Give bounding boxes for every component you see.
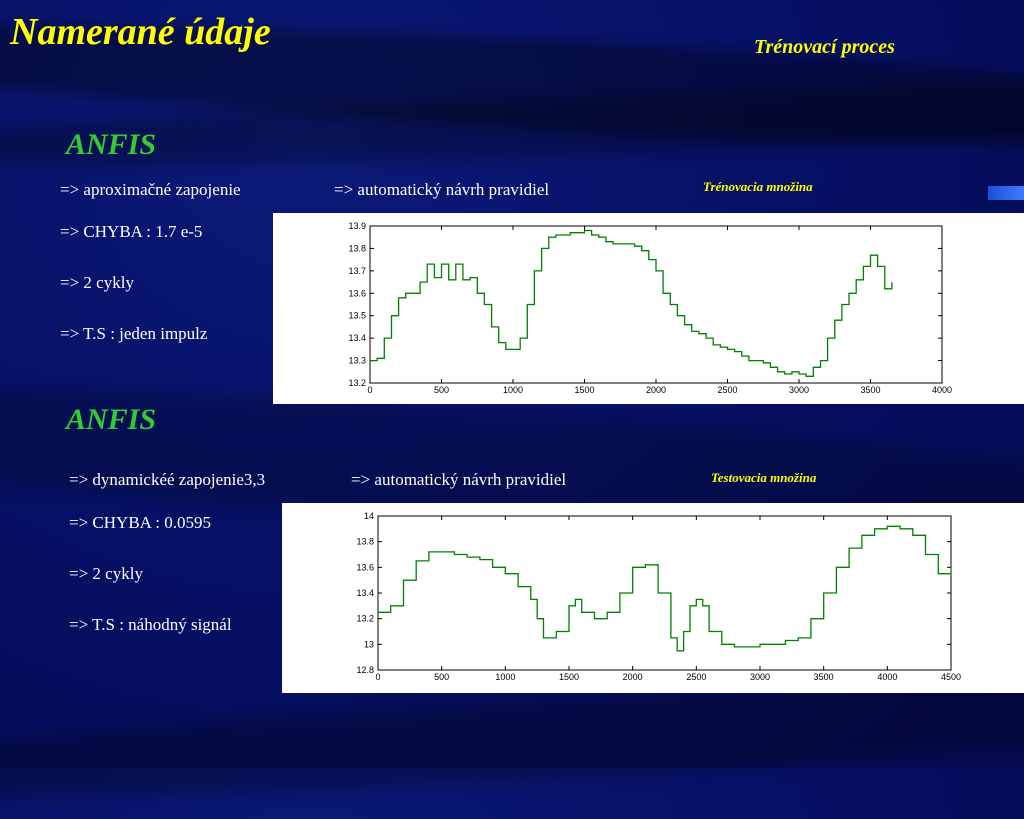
y-tick-label: 13: [364, 639, 374, 649]
training-chart: 0 500 1000 1500 2000 2500 3000 3500 4000 13.9 13.8…: [273, 213, 1024, 404]
y-tick-label: 13.6: [356, 562, 374, 572]
x-tick-label: 2500: [717, 385, 737, 395]
background-swoosh: [0, 70, 1024, 180]
x-tick-label: 4500: [941, 672, 961, 682]
testing-chart: 0 500 1000 1500 2000 2500 3000 3500 4000 4500 14 13…: [282, 503, 1024, 693]
x-tick-label: 1000: [503, 385, 523, 395]
section2-dynamic-line: => dynamickéé zapojenie3,3: [69, 470, 266, 489]
slide-title: Namerané údaje: [10, 11, 271, 53]
testing-chart-svg: 0 500 1000 1500 2000 2500 3000 3500 4000 4500 14 13…: [356, 511, 961, 682]
section1-approx-line: => aproximačné zapojenie: [60, 180, 241, 199]
x-tick-label: 3500: [860, 385, 880, 395]
y-tick-label: 13.8: [348, 243, 366, 253]
x-tick-label: 1000: [495, 672, 515, 682]
section1-rules-line: => automatický návrh pravidiel: [334, 180, 550, 199]
y-tick-label: 13.2: [356, 614, 374, 624]
x-tick-label: 2000: [646, 385, 666, 395]
training-set-label: Trénovacia množina: [703, 179, 813, 194]
section1-error: => CHYBA : 1.7 e-5: [60, 222, 203, 241]
y-tick-label: 13.9: [348, 221, 366, 231]
x-tick-label: 2000: [623, 672, 643, 682]
x-tick-label: 4000: [932, 385, 952, 395]
y-tick-label: 13.3: [348, 356, 366, 366]
x-tick-label: 500: [434, 672, 449, 682]
x-tick-label: 4000: [877, 672, 897, 682]
section2-rules-line: => automatický návrh pravidiel: [351, 470, 567, 489]
accent-bar: [988, 186, 1024, 200]
y-tick-label: 13.4: [356, 588, 374, 598]
y-tick-label: 12.8: [356, 665, 374, 675]
section2-ts: => T.S : náhodný signál: [69, 615, 232, 634]
section1-cycles: => 2 cykly: [60, 273, 134, 292]
slide-subtitle: Trénovací proces: [754, 36, 895, 58]
x-tick-label: 3500: [814, 672, 834, 682]
y-tick-label: 13.8: [356, 537, 374, 547]
x-tick-label: 2500: [686, 672, 706, 682]
testing-set-label: Testovacia množina: [711, 470, 817, 485]
y-tick-label: 13.2: [348, 378, 366, 388]
x-tick-label: 0: [367, 385, 372, 395]
section1-heading: ANFIS: [66, 128, 157, 161]
section2-cycles: => 2 cykly: [69, 564, 143, 583]
x-tick-label: 0: [375, 672, 380, 682]
y-tick-label: 13.4: [348, 333, 366, 343]
x-tick-label: 1500: [574, 385, 594, 395]
section1-ts: => T.S : jeden impulz: [60, 324, 208, 343]
x-tick-label: 1500: [559, 672, 579, 682]
y-tick-label: 13.6: [348, 288, 366, 298]
x-tick-label: 3000: [789, 385, 809, 395]
x-tick-label: 500: [434, 385, 449, 395]
series-line: [378, 525, 952, 652]
section2-error: => CHYBA : 0.0595: [69, 513, 211, 532]
x-tick-label: 3000: [750, 672, 770, 682]
y-tick-label: 13.7: [348, 266, 366, 276]
series-line: [370, 229, 893, 377]
y-tick-label: 14: [364, 511, 374, 521]
training-chart-svg: 0 500 1000 1500 2000 2500 3000 3500 4000 13.9 13.8…: [348, 221, 952, 395]
section2-heading: ANFIS: [66, 403, 157, 436]
y-tick-label: 13.5: [348, 311, 366, 321]
plot-frame: [369, 225, 943, 384]
